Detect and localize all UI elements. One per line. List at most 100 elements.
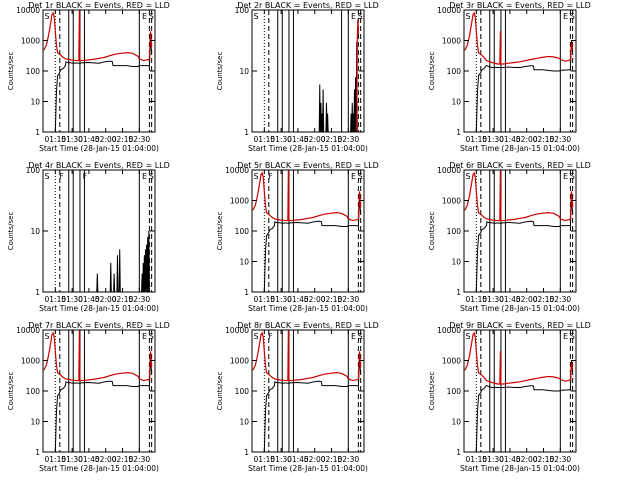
region-label: E bbox=[142, 332, 147, 341]
x-tick-label: 01:15 bbox=[466, 455, 488, 464]
x-tick-label: 02:00 bbox=[516, 295, 538, 304]
y-tick-label: 1000 bbox=[442, 197, 461, 206]
y-tick-label: 100 bbox=[447, 67, 462, 76]
region-label: S bbox=[358, 12, 363, 21]
x-tick-label: 01:15 bbox=[466, 135, 488, 144]
y-axis-label: Counts/sec bbox=[428, 52, 436, 91]
x-tick-label: 02:30 bbox=[338, 295, 360, 304]
y-axis-label: Counts/sec bbox=[7, 212, 15, 251]
region-label: F bbox=[59, 172, 64, 181]
region-label: E bbox=[351, 12, 356, 21]
region-label: S bbox=[254, 12, 259, 21]
panel-title: Det 9r BLACK = Events, RED = LLD bbox=[449, 321, 591, 330]
y-tick-label: 100 bbox=[235, 387, 250, 396]
panel-title: Det 4r BLACK = Events, RED = LLD bbox=[28, 161, 170, 170]
region-label: S bbox=[149, 172, 154, 181]
x-tick-label: 01:45 bbox=[287, 295, 309, 304]
x-tick-label: 01:45 bbox=[499, 295, 521, 304]
events-series-line bbox=[318, 41, 358, 133]
y-tick-label: 100 bbox=[26, 387, 41, 396]
y-axis-label: Counts/sec bbox=[428, 372, 436, 411]
region-label: S bbox=[45, 12, 50, 21]
x-tick-label: 02:00 bbox=[95, 455, 117, 464]
detector-panel: Det 6r BLACK = Events, RED = LLD Counts/s… bbox=[428, 161, 591, 313]
x-tick-label: 01:45 bbox=[78, 135, 100, 144]
y-tick-label: 10 bbox=[451, 98, 461, 107]
panel-title: Det 5r BLACK = Events, RED = LLD bbox=[237, 161, 379, 170]
lld-series-line bbox=[356, 19, 359, 133]
y-tick-label: 10 bbox=[239, 67, 249, 76]
x-tick-label: 02:15 bbox=[112, 295, 134, 304]
y-axis-label: Counts/sec bbox=[216, 52, 224, 91]
y-tick-label: 1 bbox=[244, 448, 249, 457]
panel-title: Det 1r BLACK = Events, RED = LLD bbox=[28, 1, 170, 10]
region-label: E bbox=[563, 12, 568, 21]
detector-panel: Det 7r BLACK = Events, RED = LLD Counts/s… bbox=[7, 321, 170, 473]
detector-panel: Det 8r BLACK = Events, RED = LLD Counts/s… bbox=[216, 321, 379, 473]
y-tick-label: 1 bbox=[456, 448, 461, 457]
detector-panel: Det 2r BLACK = Events, RED = LLD Counts/s… bbox=[216, 1, 379, 153]
x-tick-label: 02:15 bbox=[321, 135, 343, 144]
x-tick-label: 02:15 bbox=[112, 455, 134, 464]
y-tick-label: 10 bbox=[30, 418, 40, 427]
x-tick-label: 02:30 bbox=[338, 135, 360, 144]
x-tick-label: 02:30 bbox=[550, 455, 572, 464]
y-tick-label: 10000 bbox=[437, 166, 461, 175]
y-tick-label: 10000 bbox=[225, 326, 249, 335]
y-tick-label: 10000 bbox=[16, 326, 40, 335]
y-axis-label: Counts/sec bbox=[428, 212, 436, 251]
x-tick-label: 02:15 bbox=[533, 295, 555, 304]
region-label: S bbox=[570, 12, 575, 21]
region-label: F bbox=[268, 172, 273, 181]
x-tick-label: 01:45 bbox=[78, 455, 100, 464]
x-tick-label: 01:30 bbox=[61, 135, 83, 144]
x-tick-label: 01:30 bbox=[270, 455, 292, 464]
x-tick-label: 02:30 bbox=[129, 135, 151, 144]
events-series-line bbox=[96, 230, 150, 293]
y-tick-label: 1000 bbox=[442, 357, 461, 366]
x-tick-label: 02:15 bbox=[321, 295, 343, 304]
region-label: E bbox=[142, 12, 147, 21]
y-tick-label: 100 bbox=[447, 387, 462, 396]
y-tick-label: 1 bbox=[35, 288, 40, 297]
panel-title: Det 7r BLACK = Events, RED = LLD bbox=[28, 321, 170, 330]
x-tick-label: 01:30 bbox=[270, 135, 292, 144]
x-tick-label: 01:15 bbox=[45, 455, 67, 464]
y-tick-label: 10000 bbox=[16, 6, 40, 15]
region-label: F bbox=[268, 332, 273, 341]
y-tick-label: 1000 bbox=[21, 37, 40, 46]
events-series-line bbox=[263, 200, 362, 293]
x-tick-label: 01:30 bbox=[482, 295, 504, 304]
x-axis-label: Start Time (28-Jan-15 01:04:00) bbox=[248, 304, 368, 313]
x-axis-label: Start Time (28-Jan-15 01:04:00) bbox=[39, 144, 159, 153]
y-tick-label: 100 bbox=[26, 67, 41, 76]
events-series-line bbox=[54, 360, 153, 453]
x-tick-label: 01:15 bbox=[45, 295, 67, 304]
y-tick-label: 10 bbox=[239, 258, 249, 267]
x-tick-label: 02:30 bbox=[550, 295, 572, 304]
events-series-line bbox=[475, 40, 574, 133]
x-tick-label: 01:30 bbox=[270, 295, 292, 304]
x-tick-label: 01:45 bbox=[499, 135, 521, 144]
y-tick-label: 10 bbox=[239, 418, 249, 427]
y-tick-label: 1000 bbox=[230, 197, 249, 206]
x-tick-label: 02:15 bbox=[321, 455, 343, 464]
panel-title: Det 6r BLACK = Events, RED = LLD bbox=[449, 161, 591, 170]
y-tick-label: 1 bbox=[35, 448, 40, 457]
y-tick-label: 10000 bbox=[437, 326, 461, 335]
region-label: S bbox=[45, 332, 50, 341]
y-tick-label: 1 bbox=[244, 288, 249, 297]
x-tick-label: 02:00 bbox=[95, 295, 117, 304]
detector-panel: Det 9r BLACK = Events, RED = LLD Counts/s… bbox=[428, 321, 591, 473]
y-tick-label: 100 bbox=[447, 227, 462, 236]
panel-title: Det 8r BLACK = Events, RED = LLD bbox=[237, 321, 379, 330]
events-series-line bbox=[263, 360, 362, 453]
x-tick-label: 01:30 bbox=[61, 295, 83, 304]
detector-panel: Det 4r BLACK = Events, RED = LLD Counts/s… bbox=[7, 161, 170, 313]
x-tick-label: 01:30 bbox=[482, 135, 504, 144]
region-label: S bbox=[149, 12, 154, 21]
y-tick-label: 1 bbox=[244, 128, 249, 137]
y-axis-label: Counts/sec bbox=[7, 52, 15, 91]
x-tick-label: 01:15 bbox=[45, 135, 67, 144]
events-series-line bbox=[475, 360, 574, 453]
